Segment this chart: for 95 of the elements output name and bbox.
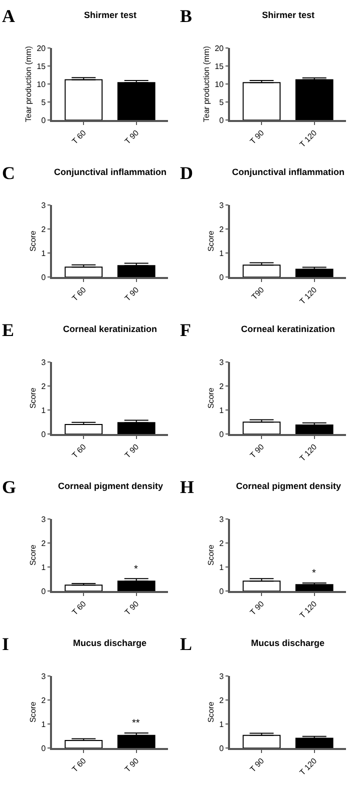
y-tick-label: 2 <box>219 538 224 548</box>
y-tick-label: 3 <box>219 514 224 524</box>
chart-title: Shirmer test <box>84 10 137 20</box>
text: B <box>180 6 192 26</box>
y-tick-label: 3 <box>219 672 224 681</box>
x-tick-label: T 60 <box>70 285 88 303</box>
chart-title: Corneal pigment density <box>236 481 342 491</box>
y-tick-label: 1 <box>219 248 224 258</box>
x-tick-label: T 60 <box>70 756 88 774</box>
y-tick-label: 2 <box>219 382 224 391</box>
annotation: * <box>312 568 316 579</box>
y-tick-label: 0 <box>41 586 46 596</box>
x-tick-label: T 120 <box>298 756 319 778</box>
y-tick-label: 2 <box>41 696 46 705</box>
y-tick-label: 2 <box>41 224 46 234</box>
x-tick-label: T 90 <box>248 599 266 617</box>
y-axis-title: Score <box>28 544 38 566</box>
y-tick-label: 2 <box>219 224 224 234</box>
chart-title: Mucus discharge <box>251 638 325 648</box>
y-tick-label: 0 <box>219 586 224 596</box>
x-tick-label: T90 <box>250 285 266 302</box>
x-tick-label: T 60 <box>70 128 88 146</box>
chart-title: Corneal pigment density <box>58 481 164 491</box>
chart-title: Conjunctival inflammation <box>232 167 345 177</box>
y-tick-label: 3 <box>219 358 224 367</box>
y-tick-label: 3 <box>41 672 46 681</box>
y-tick-label: 0 <box>219 116 224 125</box>
text: F <box>180 320 191 340</box>
text: L <box>180 634 192 654</box>
x-tick-label: T 90 <box>248 128 266 146</box>
annotation: ** <box>132 718 140 729</box>
y-tick-label: 15 <box>214 62 224 71</box>
y-tick-label: 5 <box>219 98 224 107</box>
text: I <box>2 634 10 654</box>
x-tick-label: T 90 <box>248 756 266 774</box>
x-tick-label: T 60 <box>70 442 88 460</box>
y-tick-label: 3 <box>41 358 46 367</box>
y-axis-title: Score <box>28 230 38 252</box>
y-tick-label: 0 <box>219 430 224 439</box>
y-axis-title: Tear production (mm) <box>24 46 33 122</box>
text: E <box>2 320 14 340</box>
y-tick-label: 20 <box>214 44 224 53</box>
y-tick-label: 3 <box>219 200 224 210</box>
y-tick-label: 1 <box>219 720 224 729</box>
y-axis-title: Score <box>206 230 216 252</box>
y-tick-label: 20 <box>36 44 46 53</box>
x-tick-label: T 60 <box>70 599 88 617</box>
y-axis-title: Score <box>28 701 38 723</box>
y-tick-label: 15 <box>36 62 46 71</box>
y-tick-label: 3 <box>41 200 46 210</box>
x-tick-label: T 90 <box>123 285 141 303</box>
y-tick-label: 1 <box>41 406 46 415</box>
chart-title: Corneal keratinization <box>241 324 336 334</box>
y-tick-label: 3 <box>41 514 46 524</box>
y-tick-label: 0 <box>219 744 224 753</box>
text: D <box>180 163 193 183</box>
y-tick-label: 5 <box>41 98 46 107</box>
y-tick-label: 0 <box>41 430 46 439</box>
y-tick-label: 1 <box>41 720 46 729</box>
y-tick-label: 1 <box>219 562 224 572</box>
y-axis-title: Score <box>206 701 216 723</box>
y-tick-label: 1 <box>41 248 46 258</box>
x-tick-label: T 90 <box>123 756 141 774</box>
y-tick-label: 0 <box>41 116 46 125</box>
annotation: * <box>134 564 138 575</box>
x-tick-label: T 120 <box>298 128 319 150</box>
x-tick-label: T 90 <box>123 128 141 146</box>
y-axis-title: Score <box>28 387 38 409</box>
chart-title: Conjunctival inflammation <box>54 167 167 177</box>
text: C <box>2 163 15 183</box>
text: A <box>2 6 15 26</box>
y-tick-label: 10 <box>214 80 224 89</box>
y-axis-title: Tear production (mm) <box>202 46 211 122</box>
y-axis-title: Score <box>206 544 216 566</box>
x-tick-label: T 120 <box>298 285 319 306</box>
chart-title: Mucus discharge <box>73 638 147 648</box>
x-tick-label: T 90 <box>123 442 141 460</box>
y-tick-label: 0 <box>41 272 46 282</box>
y-tick-label: 0 <box>41 744 46 753</box>
chart-title: Corneal keratinization <box>63 324 158 334</box>
x-tick-label: T 90 <box>123 599 141 617</box>
x-tick-label: T 120 <box>298 442 319 464</box>
text: H <box>180 477 194 497</box>
x-tick-label: T 120 <box>298 599 319 620</box>
y-tick-label: 10 <box>36 80 46 89</box>
y-tick-label: 1 <box>219 406 224 415</box>
y-tick-label: 1 <box>41 562 46 572</box>
y-tick-label: 0 <box>219 272 224 282</box>
text: G <box>2 477 16 497</box>
y-tick-label: 2 <box>41 382 46 391</box>
y-tick-label: 2 <box>219 696 224 705</box>
x-tick-label: T 90 <box>248 442 266 460</box>
y-axis-title: Score <box>206 387 216 409</box>
y-tick-label: 2 <box>41 538 46 548</box>
chart-title: Shirmer test <box>262 10 315 20</box>
